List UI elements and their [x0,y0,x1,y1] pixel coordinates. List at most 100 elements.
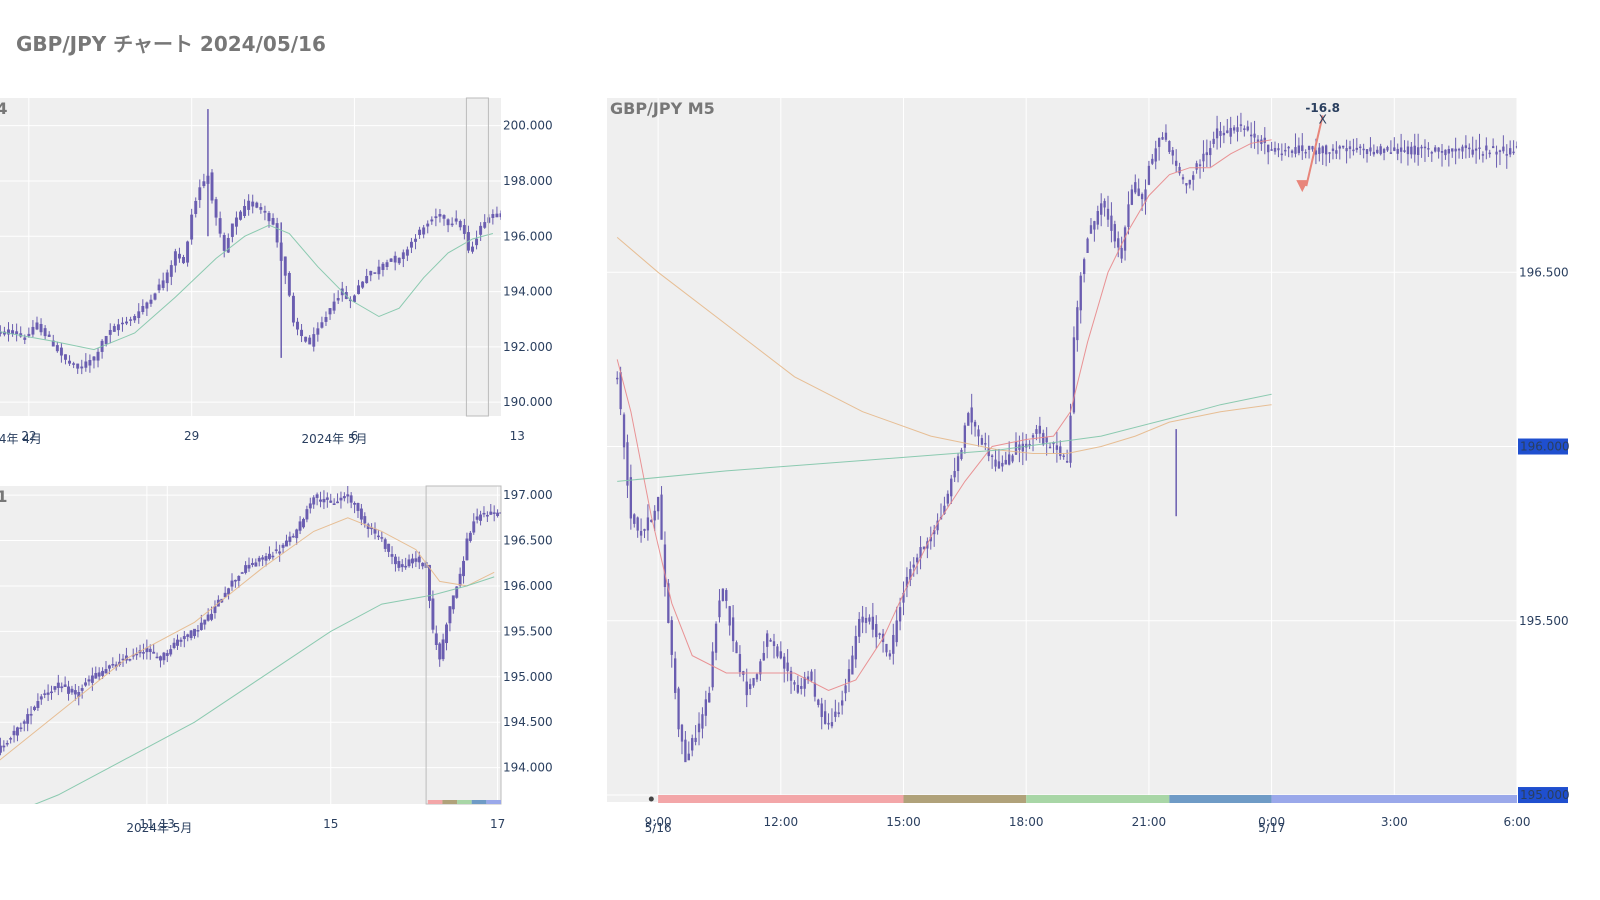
m5-candle-body [1399,147,1403,152]
m5-candle-body [1413,145,1416,155]
h1-candle-body [29,713,33,716]
h1-candle-body [240,572,244,574]
m5-candle-body [892,634,895,654]
h4-candle-body [31,326,35,335]
m5-candle-body [1243,128,1246,130]
m5-candle-body [946,493,949,504]
h1-candle-body [9,738,13,740]
h1-candle-body [312,497,316,505]
m5-candle-body [1369,147,1372,152]
h1-candle-body [111,664,115,666]
h1-candle-body [19,727,23,730]
m5-session-segment [658,795,904,803]
m5-candle-body [1417,147,1420,155]
m5-pips-arrowhead [1296,180,1309,193]
h4-candle-body [214,199,218,218]
m5-candle-body [956,456,960,472]
m5-candle-body [1307,145,1311,150]
m5-candle-body [1031,435,1035,438]
m5-candle-body [1304,151,1307,154]
h4-candle-body [247,200,251,210]
m5-candle-body [1025,443,1028,448]
m5-candle-body [885,643,888,653]
m5-candle-body [977,429,980,437]
m5-candle-body [1236,127,1239,132]
m5-candle-body [1137,188,1140,196]
m5-candle-body [691,738,694,751]
m5-x-tick-label: 21:00 [1132,815,1167,829]
h1-candle-body [244,565,248,573]
m5-candle-body [1338,146,1341,149]
m5-candle-body [1151,158,1154,164]
m5-plot-area[interactable] [607,98,1517,802]
m5-candle-body [1014,441,1018,455]
m5-candle-body [888,653,892,657]
m5-candle-body [990,455,994,457]
h1-candle-body [193,628,196,637]
m5-session-segment [1026,795,1170,803]
m5-candle-body [1444,149,1447,156]
h4-candle-body [275,223,279,243]
m5-candle-body [994,459,997,467]
h4-plot-area[interactable] [0,98,501,416]
h1-candle-body [407,559,411,567]
h4-candle-body [479,225,483,235]
m5-candle-body [1393,147,1396,151]
m5-x-tick-label: 0:00 [1258,815,1285,829]
m5-candle-body [721,588,725,601]
h4-candle-body [35,322,39,330]
m5-candle-body [854,636,857,660]
h1-candle-body [404,565,408,568]
m5-candle-body [997,461,1001,469]
h1-candle-body [169,649,173,655]
m5-panel: 196.500 195.500 9:00 12:00 15:00 18:00 21:00 0:… [607,98,1570,835]
h1-candle-body [271,555,275,558]
h4-candle-body [234,217,238,227]
h4-y-tick-label: 190.000 [503,395,553,409]
m5-candle-body [858,618,861,637]
h4-candle-body [165,272,169,284]
h1-candle-body [67,686,70,694]
m5-candle-body [970,407,973,423]
h1-candle-body [172,642,176,648]
h4-candle-body [157,284,161,291]
h1-candle-body [230,580,234,587]
h1-candle-body [485,514,489,517]
m5-candle-body [1212,138,1215,145]
h1-candle-body [179,639,183,642]
h4-candle-body [137,311,141,318]
h1-candle-body [319,499,322,502]
h1-candle-body [53,686,57,690]
h4-x-tick-label: 13 [510,429,525,443]
m5-candle-body [1318,147,1321,155]
h4-candle-body [357,285,360,295]
h1-candle-body [445,624,448,644]
h4-candle-body [499,213,501,218]
m5-candle-body [704,699,707,716]
h1-candle-body [254,562,258,567]
m5-candle-body [1093,221,1096,230]
m5-candle-body [1457,148,1461,151]
h4-candle-body [141,306,145,312]
h1-candle-body [121,658,125,661]
h4-candle-body [76,363,80,369]
m5-candle-body [1202,153,1205,162]
m5-candle-body [1420,146,1423,149]
h4-candle-body [104,335,108,344]
m5-candle-body [1130,189,1134,205]
h4-marks [0,109,501,375]
m5-candle-body [1474,148,1478,151]
h4-candle-body [410,241,413,248]
h1-session-segment [486,800,501,804]
m5-candle-body [1048,446,1052,449]
h1-plot-area[interactable] [0,486,501,804]
page-title: GBP/JPY チャート 2024/05/16 [16,32,326,56]
m5-candle-body [1454,148,1457,152]
h4-candle-body [11,330,15,334]
m5-candle-body [667,583,670,624]
m5-candle-body [1083,259,1086,275]
m5-candle-body [1226,130,1229,134]
h1-candle-body [104,669,108,674]
m5-candle-body [823,711,827,724]
